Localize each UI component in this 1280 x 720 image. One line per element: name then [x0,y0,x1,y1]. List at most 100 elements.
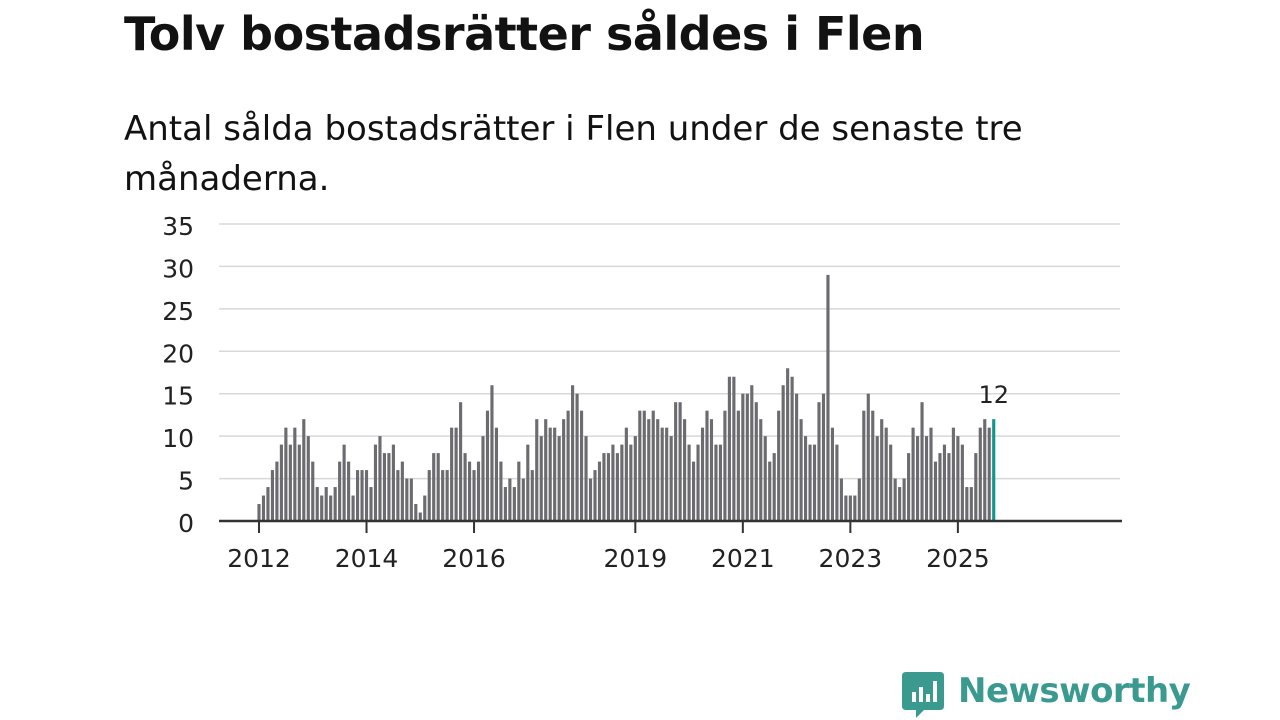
x-tick-label: 2023 [819,544,883,573]
bar [812,444,817,521]
bar [387,453,391,521]
x-tick-label: 2021 [711,544,775,573]
bar [261,495,266,521]
y-tick-label: 0 [178,509,194,538]
bar [579,410,584,521]
bar [620,444,624,521]
bar [696,444,700,521]
bar [333,487,337,521]
bar [795,393,799,521]
bar [526,444,530,521]
bar [965,487,969,521]
bar [736,410,740,521]
bar [355,470,360,521]
bar [844,495,848,521]
bar [427,470,431,521]
bar [871,410,875,521]
bar [284,427,288,521]
bar [409,478,413,521]
bar [602,453,606,521]
bar [414,504,418,521]
bar [790,376,794,521]
bar [503,487,507,521]
bar [691,461,696,521]
bar [633,436,637,521]
bar [624,427,628,521]
bar [571,385,575,521]
bar [597,461,602,521]
x-tick-label: 2025 [926,544,990,573]
bar [320,495,324,521]
bar [674,402,678,521]
bar [884,427,888,521]
bar [700,427,705,521]
bar [329,495,333,521]
bar [920,402,924,521]
bar [857,478,861,521]
highlight-value-label: 12 [978,381,1009,409]
bar [450,427,454,521]
bar [889,444,893,521]
y-tick-label: 25 [162,297,194,326]
bar [588,478,593,521]
bar [956,436,960,521]
bar [517,461,521,521]
bar [880,419,884,521]
bar [490,385,494,521]
bar [315,487,319,521]
bar [302,419,306,521]
bar [718,444,723,521]
newsworthy-logo: Newsworthy [902,668,1191,718]
bars [257,274,996,521]
chart-title: Tolv bostadsrätter såldes i Flen [124,7,925,61]
bar [808,444,812,521]
bar [826,274,830,521]
bar [741,393,745,521]
bar [714,444,718,521]
bar [678,402,682,521]
bar [306,436,310,521]
y-tick-label: 10 [162,424,194,453]
bar [606,453,611,521]
bar [911,427,915,521]
bar [745,393,749,521]
bar [530,470,534,521]
bar [405,478,409,521]
bar [351,495,355,521]
bar [898,487,902,521]
bar [512,487,516,521]
bar [705,410,709,521]
bar [866,393,870,521]
x-tick-label: 2016 [442,544,506,573]
x-tick-label: 2012 [227,544,291,573]
bar [942,444,947,521]
bar [494,427,499,521]
bar-highlight [992,419,996,521]
bar [893,478,897,521]
bar [951,427,955,521]
bar [839,478,843,521]
bar [759,419,763,521]
bar [862,410,866,521]
bar [463,453,467,521]
bar [875,436,879,521]
bar [656,419,660,521]
bar [566,410,570,521]
bar [369,487,373,521]
bar [772,453,776,521]
bar [669,436,673,521]
bar [969,487,973,521]
bar [557,436,561,521]
bar [647,419,651,521]
bar [445,470,449,521]
y-axis-ticks: 0 5 10 15 20 25 30 35 [162,212,194,538]
bar [472,470,476,521]
bar [575,393,579,521]
bar [978,427,982,521]
bar [933,461,938,521]
logo-bar-3 [926,694,930,702]
bar [929,427,933,521]
bar [521,478,525,521]
y-tick-label: 30 [162,254,194,283]
